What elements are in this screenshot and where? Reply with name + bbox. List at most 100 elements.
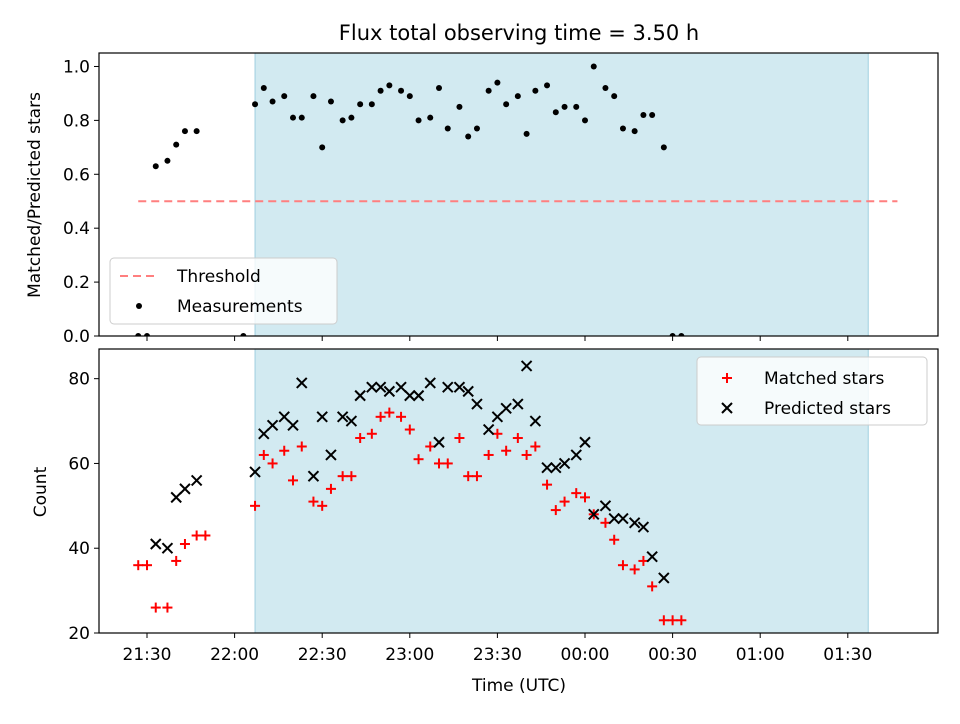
matched-star-point bbox=[317, 500, 328, 511]
measurement-point bbox=[252, 101, 259, 108]
legend-box bbox=[696, 356, 928, 426]
measurement-point bbox=[181, 128, 188, 135]
matched-star-point bbox=[150, 602, 161, 613]
predicted-star-point bbox=[179, 483, 191, 495]
measurement-point bbox=[173, 141, 180, 148]
matched-star-point bbox=[325, 483, 336, 494]
matched-star-point bbox=[162, 602, 173, 613]
matched-star-point bbox=[296, 441, 307, 452]
measurement-point bbox=[573, 103, 580, 110]
axes-frame bbox=[98, 52, 939, 337]
y-tick-label: 0.8 bbox=[63, 111, 90, 131]
measurement-point bbox=[152, 163, 159, 170]
predicted-star-point bbox=[512, 398, 524, 410]
predicted-star-point bbox=[442, 381, 454, 393]
predicted-star-point bbox=[570, 449, 582, 461]
top-panel: Matched/Predicted stars 0.0 0.2 0.4 0.6 0.8 1… bbox=[25, 52, 939, 347]
x-tick-label: 23:30 bbox=[473, 645, 522, 665]
matched-star-point bbox=[542, 479, 553, 490]
measurement-point bbox=[406, 93, 413, 100]
bottom-panel: Count Time (UTC) 20 40 60 80 21:30 22:00 22:30… bbox=[31, 348, 939, 696]
measurement-point bbox=[398, 87, 405, 94]
legend-threshold-label: Threshold bbox=[176, 267, 261, 287]
predicted-star-point bbox=[296, 377, 308, 389]
matched-star-point bbox=[550, 505, 561, 516]
measurement-point bbox=[590, 63, 597, 70]
predicted-star-point bbox=[404, 389, 416, 402]
predicted-star-point bbox=[579, 436, 591, 448]
measurement-point bbox=[631, 128, 638, 135]
predicted-star-point bbox=[491, 411, 504, 423]
legend-bottom: Matched stars Predicted stars bbox=[696, 356, 928, 426]
predicted-star-point bbox=[628, 517, 641, 529]
matched-star-point bbox=[250, 500, 261, 511]
predicted-star-point bbox=[500, 402, 512, 415]
predicted-star-point bbox=[161, 542, 174, 554]
measurement-point bbox=[611, 93, 618, 100]
legend-predicted-label: Predicted stars bbox=[764, 399, 891, 419]
predicted-star-point bbox=[150, 538, 162, 550]
measurement-point bbox=[164, 157, 171, 164]
measurement-point bbox=[260, 85, 267, 92]
measurement-point bbox=[377, 87, 384, 94]
matched-star-point bbox=[191, 530, 202, 541]
matched-star-point bbox=[667, 615, 678, 626]
chart-title: Flux total observing time = 3.50 h bbox=[339, 21, 699, 45]
legend-matched-label: Matched stars bbox=[764, 369, 884, 389]
matched-star-point bbox=[308, 496, 319, 507]
predicted-star-point bbox=[646, 550, 658, 563]
measurement-point bbox=[473, 125, 480, 132]
matched-star-point bbox=[337, 471, 348, 482]
matched-star-point bbox=[530, 441, 541, 452]
y-tick-label: 40 bbox=[68, 539, 90, 559]
matched-star-point bbox=[629, 564, 640, 575]
matched-star-point bbox=[384, 407, 395, 418]
measurement-point bbox=[386, 82, 393, 89]
predicted-star-point bbox=[190, 474, 203, 487]
measurement-point bbox=[327, 98, 334, 105]
measurement-point bbox=[339, 117, 346, 124]
matched-star-point bbox=[279, 445, 290, 456]
matched-star-point bbox=[471, 471, 482, 482]
legend-top: Threshold Measurements bbox=[109, 257, 338, 325]
predicted-star-point bbox=[278, 411, 290, 423]
top-y-axis-label: Matched/Predicted stars bbox=[25, 92, 45, 298]
matched-star-point bbox=[375, 411, 386, 422]
measurement-point bbox=[514, 93, 521, 100]
legend-box bbox=[109, 257, 338, 325]
x-tick-label: 23:00 bbox=[385, 645, 434, 665]
predicted-star-point bbox=[366, 381, 378, 393]
matched-star-point bbox=[366, 428, 377, 439]
x-tick-label: 22:30 bbox=[298, 645, 347, 665]
measurement-point bbox=[582, 117, 588, 124]
measurement-point bbox=[281, 93, 288, 100]
measurement-point bbox=[319, 144, 326, 151]
axes-frame bbox=[98, 348, 939, 634]
predicted-star-point bbox=[482, 423, 495, 436]
x-tick-label: 00:00 bbox=[561, 645, 610, 665]
observing-window bbox=[254, 52, 869, 337]
matched-star-point bbox=[454, 433, 465, 444]
matched-star-point bbox=[483, 449, 494, 460]
predicted-star-point bbox=[529, 415, 542, 427]
matched-star-point bbox=[676, 615, 687, 626]
y-tick-label: 1.0 bbox=[63, 57, 90, 77]
y-tick-label: 0.2 bbox=[63, 273, 90, 293]
measurement-point bbox=[427, 114, 434, 121]
x-tick-label: 00:30 bbox=[648, 645, 697, 665]
y-tick-label: 20 bbox=[68, 624, 90, 644]
matched-star-point bbox=[258, 449, 269, 460]
x-axis-label: Time (UTC) bbox=[471, 676, 566, 696]
measurement-point bbox=[348, 114, 355, 121]
measurement-point bbox=[465, 133, 472, 140]
measurement-point bbox=[240, 333, 247, 336]
measurement-point bbox=[503, 101, 510, 108]
matched-star-point bbox=[617, 560, 628, 571]
measurement-point bbox=[669, 333, 676, 336]
matched-star-point bbox=[288, 475, 298, 486]
matched-star-point bbox=[609, 534, 620, 545]
predicted-star-point bbox=[558, 457, 571, 470]
measurement-point bbox=[532, 87, 539, 94]
x-tick-label: 22:00 bbox=[210, 645, 259, 665]
